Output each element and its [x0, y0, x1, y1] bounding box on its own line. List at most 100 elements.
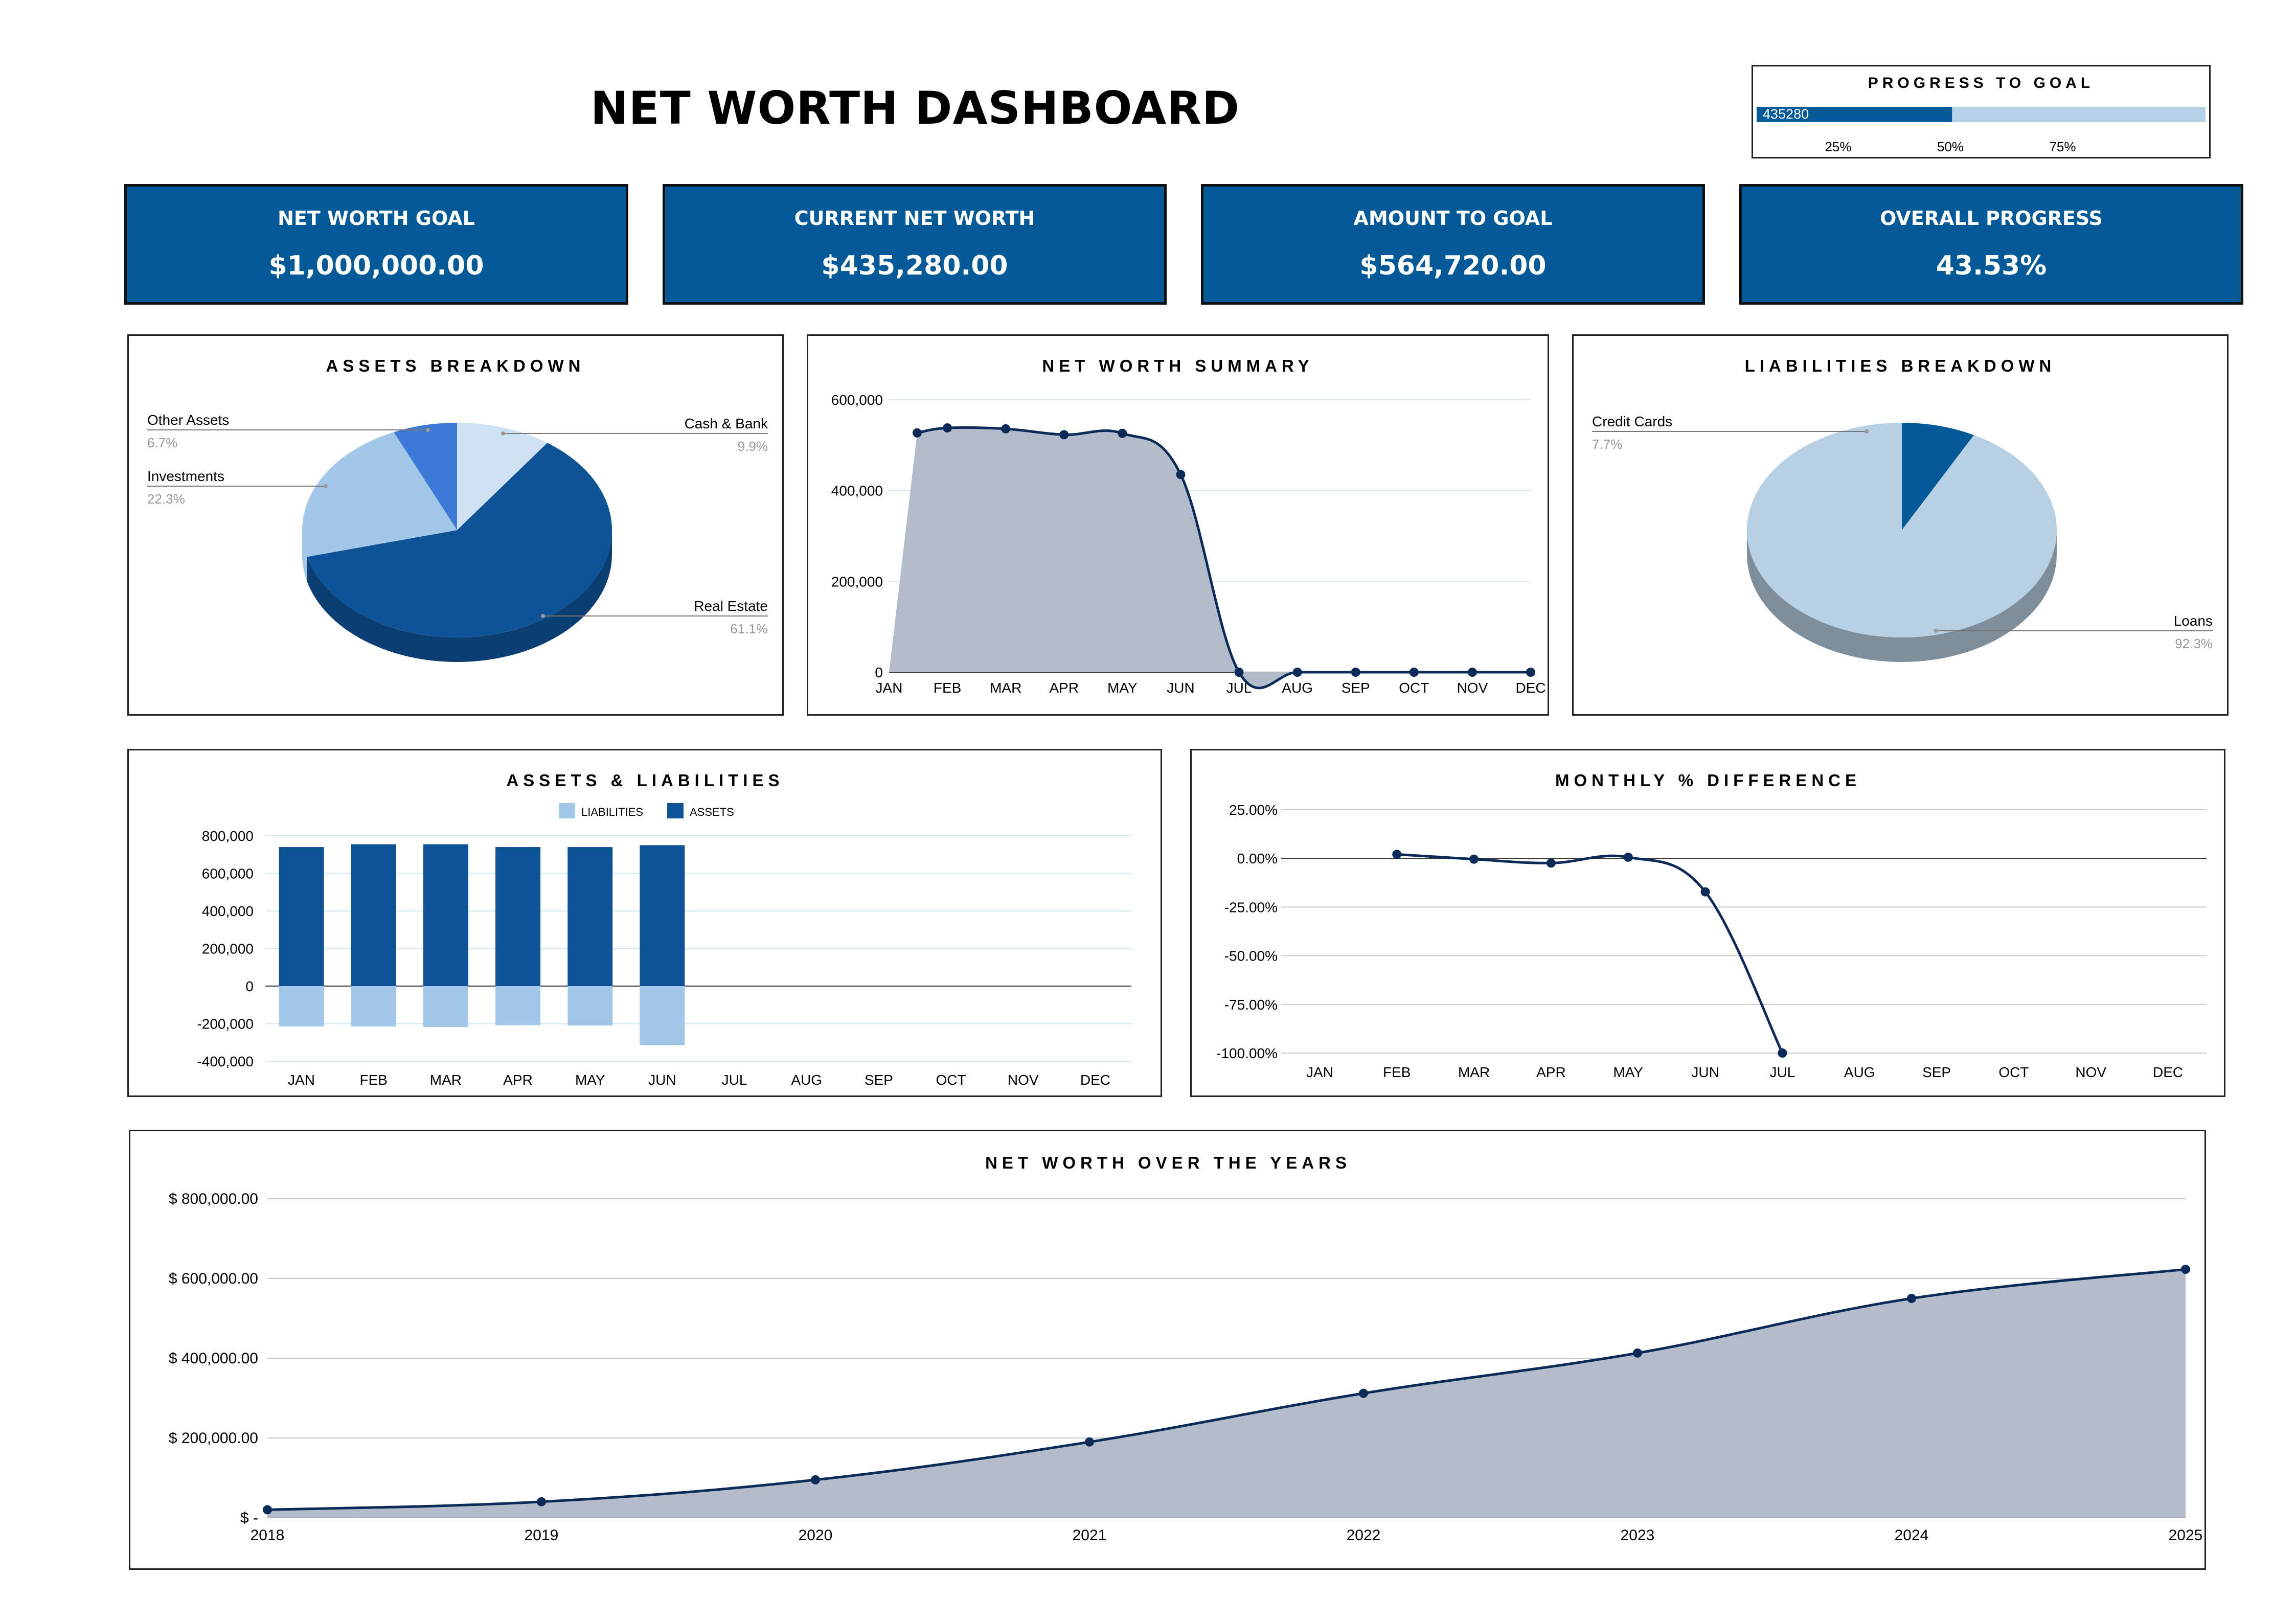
pie-slice-side: [307, 530, 612, 662]
kpi-value: 43.53%: [1936, 250, 2047, 281]
leader-dot: [1934, 629, 1938, 633]
chart-title: MONTHLY % DIFFERENCE: [1555, 771, 1861, 790]
kpi-label: CURRENT NET WORTH: [794, 207, 1035, 230]
x-tick-label: AUG: [791, 1072, 822, 1088]
progress-title: PROGRESS TO GOAL: [1868, 75, 2095, 92]
bar-liabilities: [423, 986, 468, 1027]
slice-label: Real Estate: [694, 598, 768, 614]
y-tick-label: 0: [875, 665, 883, 680]
progress-to-goal-svg: PROGRESS TO GOAL 435280 25% 50% 75%: [1757, 75, 2206, 154]
pie-slice: [307, 443, 612, 637]
y-tick-label: 400,000: [202, 903, 254, 919]
data-point: [1392, 850, 1402, 859]
progress-tick-label: 25%: [1825, 139, 1851, 154]
slice-pct: 6.7%: [147, 435, 177, 450]
y-tick-label: -400,000: [197, 1054, 254, 1069]
leader-dot: [324, 484, 328, 488]
x-tick-label: JAN: [1306, 1064, 1333, 1080]
x-tick-label: JUL: [722, 1072, 747, 1088]
pie-slice: [1902, 423, 1974, 530]
y-tick-label: -100.00%: [1216, 1045, 1278, 1061]
progress-tick-label: 75%: [2049, 139, 2076, 154]
leader-dot: [426, 428, 430, 432]
series-line: [1397, 853, 1784, 1054]
y-tick-label: 0.00%: [1237, 851, 1278, 866]
bar-assets: [640, 845, 685, 986]
area-fill: [267, 1269, 2186, 1518]
progress-fill: [1757, 107, 1952, 122]
kpi-value: $435,280.00: [821, 250, 1008, 281]
data-point: [1546, 858, 1556, 868]
y-tick-label: 25.00%: [1229, 802, 1278, 818]
data-point: [1001, 424, 1011, 433]
x-tick-label: JAN: [876, 680, 903, 696]
y-tick-label: 600,000: [202, 866, 254, 882]
x-tick-label: JUL: [1770, 1064, 1795, 1080]
x-tick-label: 2025: [2169, 1527, 2203, 1544]
x-tick-label: DEC: [2153, 1064, 2183, 1080]
series-line: [267, 1268, 2186, 1511]
chart-title: NET WORTH SUMMARY: [1042, 356, 1313, 375]
y-tick-label: -75.00%: [1224, 997, 1278, 1013]
x-tick-label: 2023: [1621, 1527, 1655, 1544]
x-tick-label: OCT: [1399, 680, 1429, 696]
x-tick-label: JUL: [1226, 680, 1252, 696]
pie-slice: [394, 423, 457, 530]
data-point: [1292, 668, 1302, 677]
pie-slice: [457, 423, 548, 530]
x-tick-label: NOV: [1008, 1072, 1039, 1088]
bar-liabilities: [351, 986, 396, 1027]
data-point: [1059, 430, 1069, 440]
x-tick-label: JUN: [1167, 680, 1194, 696]
leader-dot: [541, 614, 545, 618]
data-point: [1234, 668, 1244, 677]
slice-pct: 7.7%: [1592, 437, 1622, 452]
data-point: [943, 423, 952, 433]
data-point: [2181, 1265, 2190, 1274]
x-tick-label: APR: [503, 1072, 533, 1088]
data-point: [1633, 1348, 1642, 1358]
y-tick-label: $ 200,000.00: [169, 1430, 258, 1447]
kpi-label: NET WORTH GOAL: [278, 207, 475, 230]
progress-value: 435280: [1763, 106, 1809, 122]
monthly-difference-card: MONTHLY % DIFFERENCE -100.00% -75.00% -50.0…: [1190, 749, 2225, 1097]
x-tick-label: AUG: [1844, 1064, 1875, 1080]
data-point: [1700, 887, 1710, 897]
x-tick-label: SEP: [1922, 1064, 1951, 1080]
x-tick-label: 2021: [1073, 1527, 1107, 1544]
y-tick-label: $ 400,000.00: [169, 1350, 258, 1367]
area-fill: [889, 427, 1531, 688]
x-tick-label: DEC: [1080, 1072, 1110, 1088]
kpi-value: $564,720.00: [1359, 250, 1547, 281]
data-point: [1907, 1294, 1916, 1303]
kpi-value: $1,000,000.00: [268, 250, 484, 281]
x-tick-label: MAR: [990, 680, 1021, 696]
data-point: [913, 428, 922, 438]
slice-label: Loans: [2174, 613, 2213, 629]
x-tick-label: NOV: [1457, 680, 1488, 696]
chart-title: ASSETS & LIABILITIES: [506, 771, 784, 790]
data-point: [1778, 1048, 1787, 1058]
y-tick-label: -25.00%: [1224, 899, 1278, 915]
bar-assets: [423, 844, 468, 986]
assets-breakdown-chart: ASSETS BREAKDOWN Cash & Bank 9.9% Real Esta…: [147, 356, 768, 662]
liabilities-breakdown-chart: LIABILITIES BREAKDOWN Credit Cards 7.7% Loa…: [1592, 356, 2213, 662]
x-tick-label: AUG: [1282, 680, 1313, 696]
chart-title: NET WORTH OVER THE YEARS: [985, 1153, 1351, 1172]
slice-pct: 22.3%: [147, 491, 185, 507]
slice-label: Cash & Bank: [685, 416, 768, 431]
chart-title: ASSETS BREAKDOWN: [326, 356, 585, 375]
net-worth-over-years-chart: NET WORTH OVER THE YEARS $ - $ 200,000.00 $…: [169, 1153, 2203, 1544]
y-tick-label: 0: [245, 978, 254, 994]
pie-slice-side: [1747, 530, 2057, 662]
y-tick-label: -50.00%: [1224, 948, 1278, 964]
x-tick-label: APR: [1049, 680, 1079, 696]
y-tick-label: 200,000: [831, 574, 883, 589]
x-tick-label: 2020: [799, 1527, 833, 1544]
data-point: [1351, 668, 1360, 677]
net-worth-summary-chart: NET WORTH SUMMARY 0 200,000 400,000 600,000 J…: [831, 356, 1546, 696]
legend-swatch-liabilities: [559, 803, 575, 818]
net-worth-over-years-card: NET WORTH OVER THE YEARS $ - $ 200,000.00 $…: [129, 1130, 2206, 1570]
kpi-amount-to-goal: AMOUNT TO GOAL $564,720.00: [1201, 184, 1705, 305]
y-tick-label: 200,000: [202, 941, 254, 957]
